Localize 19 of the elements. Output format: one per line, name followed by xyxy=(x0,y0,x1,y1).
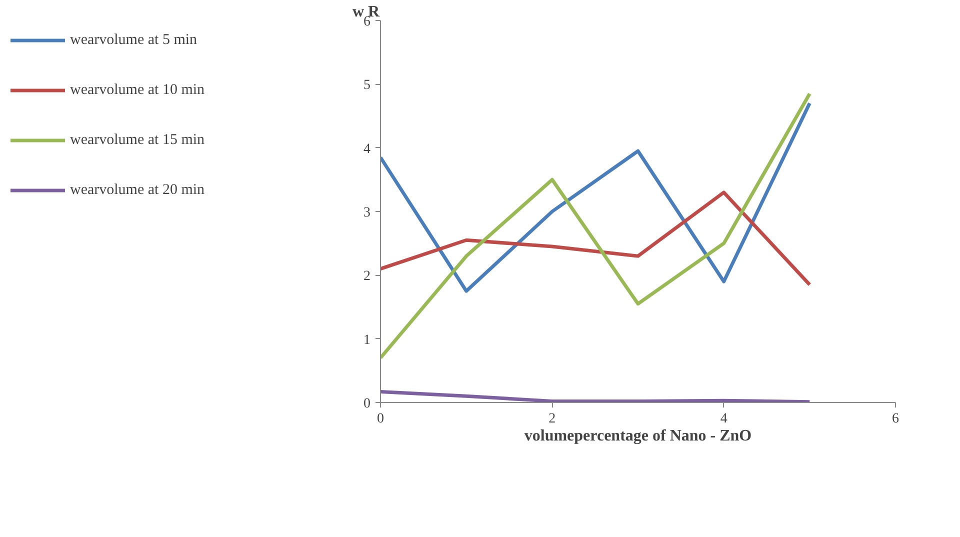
y-tick-label: 1 xyxy=(364,332,370,348)
legend-label: wearvolume at 10 min xyxy=(70,82,205,98)
line-series xyxy=(380,92,812,360)
legend-label: wearvolume at 15 min xyxy=(70,132,205,148)
x-axis-title: volumepercentage of Nano - ZnO xyxy=(524,428,752,444)
x-tick-label: 0 xyxy=(377,412,384,426)
x-tick-label: 4 xyxy=(720,412,728,426)
y-tick-label: 0 xyxy=(364,396,370,412)
y-tick-label: 2 xyxy=(364,269,370,284)
x-tick-label: 6 xyxy=(892,412,899,426)
legend-label: wearvolume at 5 min xyxy=(70,32,198,48)
line-series xyxy=(380,102,812,293)
legend-label: wearvolume at 20 min xyxy=(70,182,205,198)
line-series xyxy=(380,190,812,286)
x-tick-label: 2 xyxy=(548,412,556,426)
line-series xyxy=(380,390,812,402)
y-tick-label: 5 xyxy=(364,78,370,94)
y-tick-label: 4 xyxy=(364,142,370,157)
y-tick-label: 3 xyxy=(364,206,370,220)
